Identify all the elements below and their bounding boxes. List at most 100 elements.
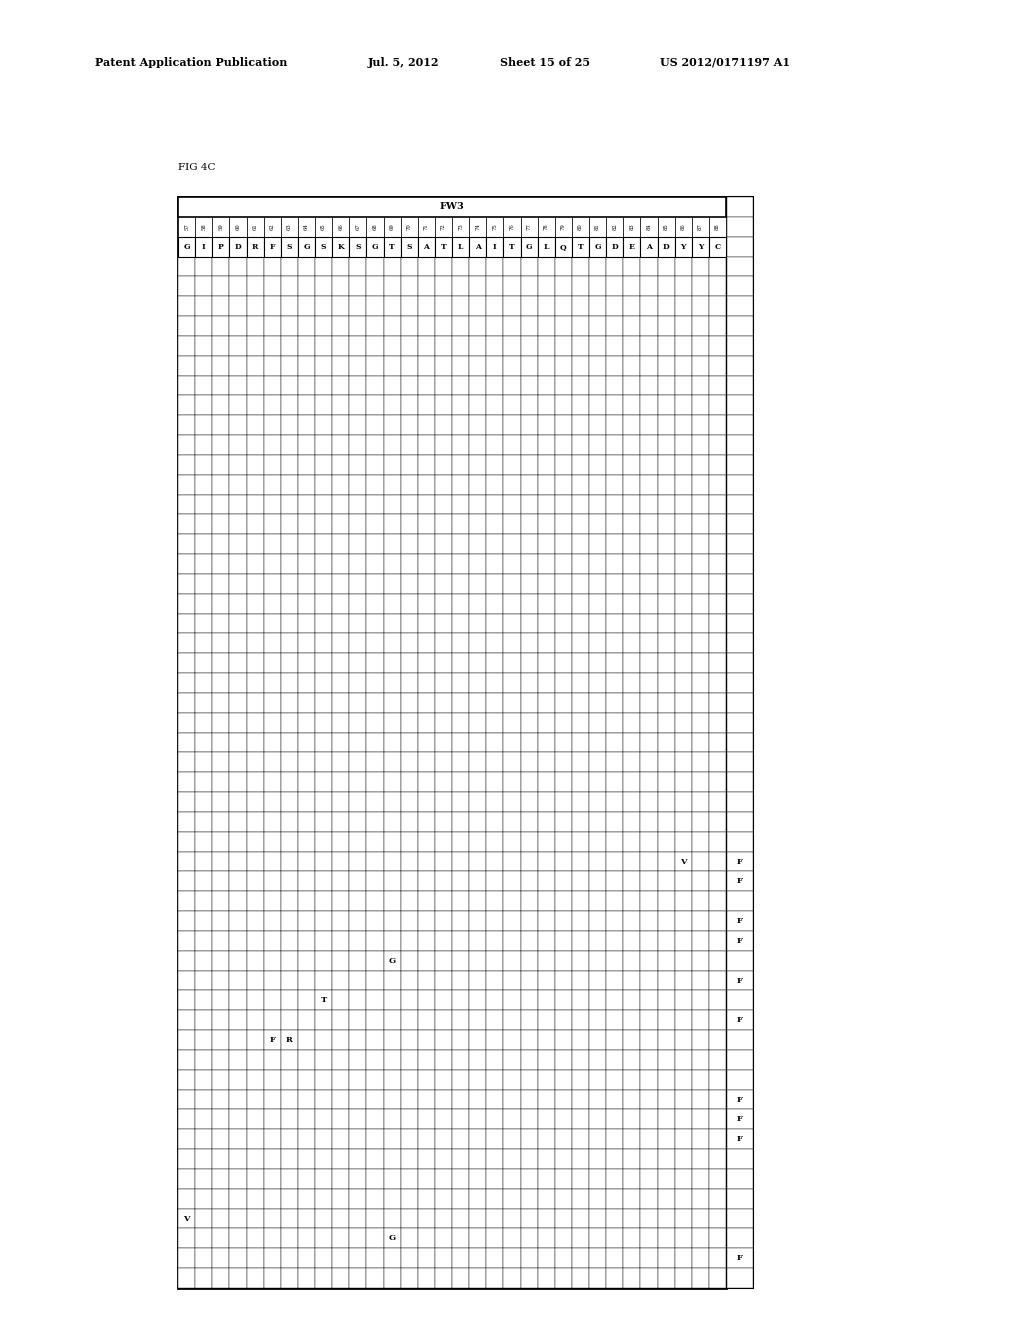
Bar (675, 436, 692, 455)
Bar (247, 495, 263, 515)
Bar (504, 1130, 520, 1150)
Bar (504, 752, 520, 772)
Bar (709, 475, 726, 495)
Bar (555, 1170, 571, 1189)
Bar (538, 752, 555, 772)
Bar (315, 1249, 332, 1269)
Bar (486, 396, 504, 416)
Bar (571, 535, 589, 554)
Bar (196, 1209, 212, 1229)
Bar (469, 296, 486, 315)
Bar (435, 733, 452, 752)
Bar (384, 1049, 400, 1069)
Bar (263, 871, 281, 891)
Bar (640, 931, 657, 950)
Bar (435, 1030, 452, 1049)
Bar (332, 1150, 349, 1170)
Bar (263, 1249, 281, 1269)
Bar (469, 970, 486, 990)
Bar (606, 871, 624, 891)
Bar (315, 1069, 332, 1089)
Bar (571, 1189, 589, 1209)
Bar (538, 335, 555, 355)
Bar (692, 256, 709, 276)
Bar (675, 832, 692, 851)
Text: 62: 62 (269, 223, 274, 230)
Bar (263, 1209, 281, 1229)
Bar (555, 216, 571, 236)
Bar (384, 1130, 400, 1150)
Bar (624, 871, 640, 891)
Bar (349, 535, 367, 554)
Bar (675, 931, 692, 950)
Text: 57: 57 (184, 223, 189, 230)
Bar (571, 812, 589, 832)
Bar (571, 236, 589, 256)
Bar (657, 396, 675, 416)
Bar (624, 1249, 640, 1269)
Bar (469, 455, 486, 475)
Bar (315, 236, 332, 256)
Bar (247, 990, 263, 1010)
Bar (504, 1189, 520, 1209)
Bar (384, 1030, 400, 1049)
Bar (367, 1089, 384, 1110)
Bar (178, 812, 196, 832)
Bar (709, 1089, 726, 1110)
Bar (692, 812, 709, 832)
Bar (435, 216, 452, 236)
Bar (571, 752, 589, 772)
Bar (298, 851, 315, 871)
Bar (589, 296, 606, 315)
Bar (247, 256, 263, 276)
Bar (400, 614, 418, 634)
Bar (486, 1010, 504, 1030)
Bar (675, 990, 692, 1010)
Bar (675, 416, 692, 436)
Bar (229, 216, 247, 236)
Bar (400, 1229, 418, 1249)
Bar (657, 574, 675, 594)
Bar (555, 1030, 571, 1049)
Bar (263, 693, 281, 713)
Bar (486, 1249, 504, 1269)
Bar (435, 1010, 452, 1030)
Bar (538, 574, 555, 594)
Bar (589, 673, 606, 693)
Bar (675, 554, 692, 574)
Bar (281, 911, 298, 931)
Bar (435, 495, 452, 515)
Bar (367, 614, 384, 634)
Bar (571, 216, 589, 236)
Bar (212, 1010, 229, 1030)
Bar (212, 1069, 229, 1089)
Bar (657, 614, 675, 634)
Bar (657, 1269, 675, 1288)
Bar (606, 236, 624, 256)
Bar (589, 871, 606, 891)
Text: R: R (252, 243, 258, 251)
Bar (469, 594, 486, 614)
Bar (675, 792, 692, 812)
Bar (504, 436, 520, 455)
Bar (298, 515, 315, 535)
Bar (349, 296, 367, 315)
Bar (384, 931, 400, 950)
Bar (263, 812, 281, 832)
Bar (606, 1030, 624, 1049)
Bar (640, 315, 657, 335)
Bar (212, 653, 229, 673)
Bar (315, 535, 332, 554)
Bar (571, 475, 589, 495)
Bar (709, 594, 726, 614)
Bar (212, 495, 229, 515)
Bar (229, 355, 247, 375)
Bar (281, 315, 298, 335)
Bar (315, 574, 332, 594)
Bar (640, 1150, 657, 1170)
Bar (640, 535, 657, 554)
Bar (281, 436, 298, 455)
Bar (520, 554, 538, 574)
Bar (349, 693, 367, 713)
Text: 83: 83 (630, 223, 634, 230)
